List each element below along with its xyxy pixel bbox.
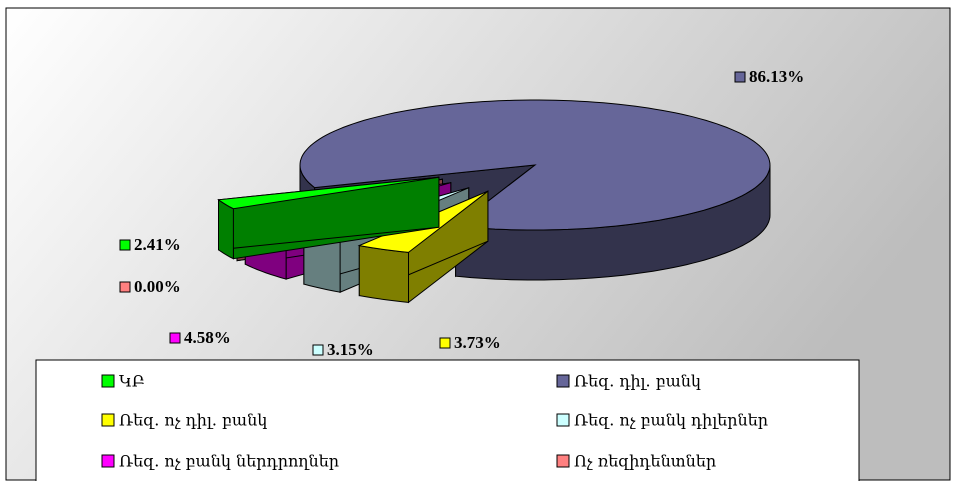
legend-key [101,454,115,468]
legend-label: ԿԲ [119,372,145,391]
legend-key [556,454,570,468]
data-label: 3.15% [327,340,374,359]
legend-label: Ռեզ. ոչ բանկ ներդրողներ [119,452,339,471]
label-key [312,344,324,356]
label-key [119,239,131,251]
slice [217,176,439,210]
pie [217,99,771,304]
label-key [119,281,131,293]
legend-label: Ոչ ռեզիդենտներ [574,452,716,471]
data-label: 4.58% [184,328,231,347]
data-label: 3.73% [454,333,501,352]
data-label: 0.00% [134,277,181,296]
data-labels: 2.41% 86.13% 3.73% 3.15% 4.58% 0.00% [119,67,804,359]
legend-box [35,359,860,481]
slice [299,99,771,231]
label-key [169,332,181,344]
legend-key [556,413,570,427]
label-key [734,71,746,83]
data-label: 86.13% [749,67,804,86]
legend-label: Ռեզ. ոչ բանկ դիլերներ [574,411,768,430]
slice-outer-wall [218,198,234,260]
data-label: 2.41% [134,235,181,254]
label-key [439,337,451,349]
legend-label: Ռեզ. դիլ. բանկ [574,372,701,391]
legend-label: Ռեզ. ոչ դիլ. բանկ [119,411,267,430]
slice-outer-wall [358,245,409,303]
legend: ԿԲ Ռեզ. դիլ. բանկ Ռեզ. ոչ դիլ. բանկ Ռեզ. ոչ… [101,372,768,471]
legend-key [101,413,115,427]
legend-key [556,374,570,388]
legend-key [101,374,115,388]
